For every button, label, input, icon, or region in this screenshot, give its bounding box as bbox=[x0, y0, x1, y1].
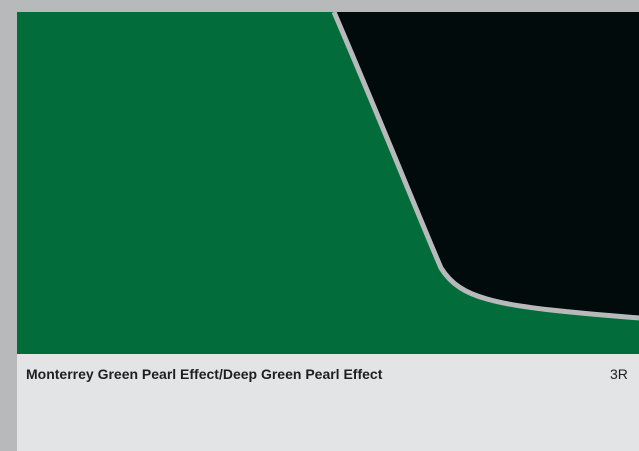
color-code-label: 3R bbox=[610, 366, 628, 382]
caption-panel: Monterrey Green Pearl Effect/Deep Green … bbox=[17, 354, 639, 451]
color-name-label: Monterrey Green Pearl Effect/Deep Green … bbox=[26, 366, 383, 382]
color-swatch bbox=[17, 12, 639, 354]
swatch-divider-line bbox=[331, 12, 639, 321]
swatch-secondary-region bbox=[334, 12, 639, 318]
